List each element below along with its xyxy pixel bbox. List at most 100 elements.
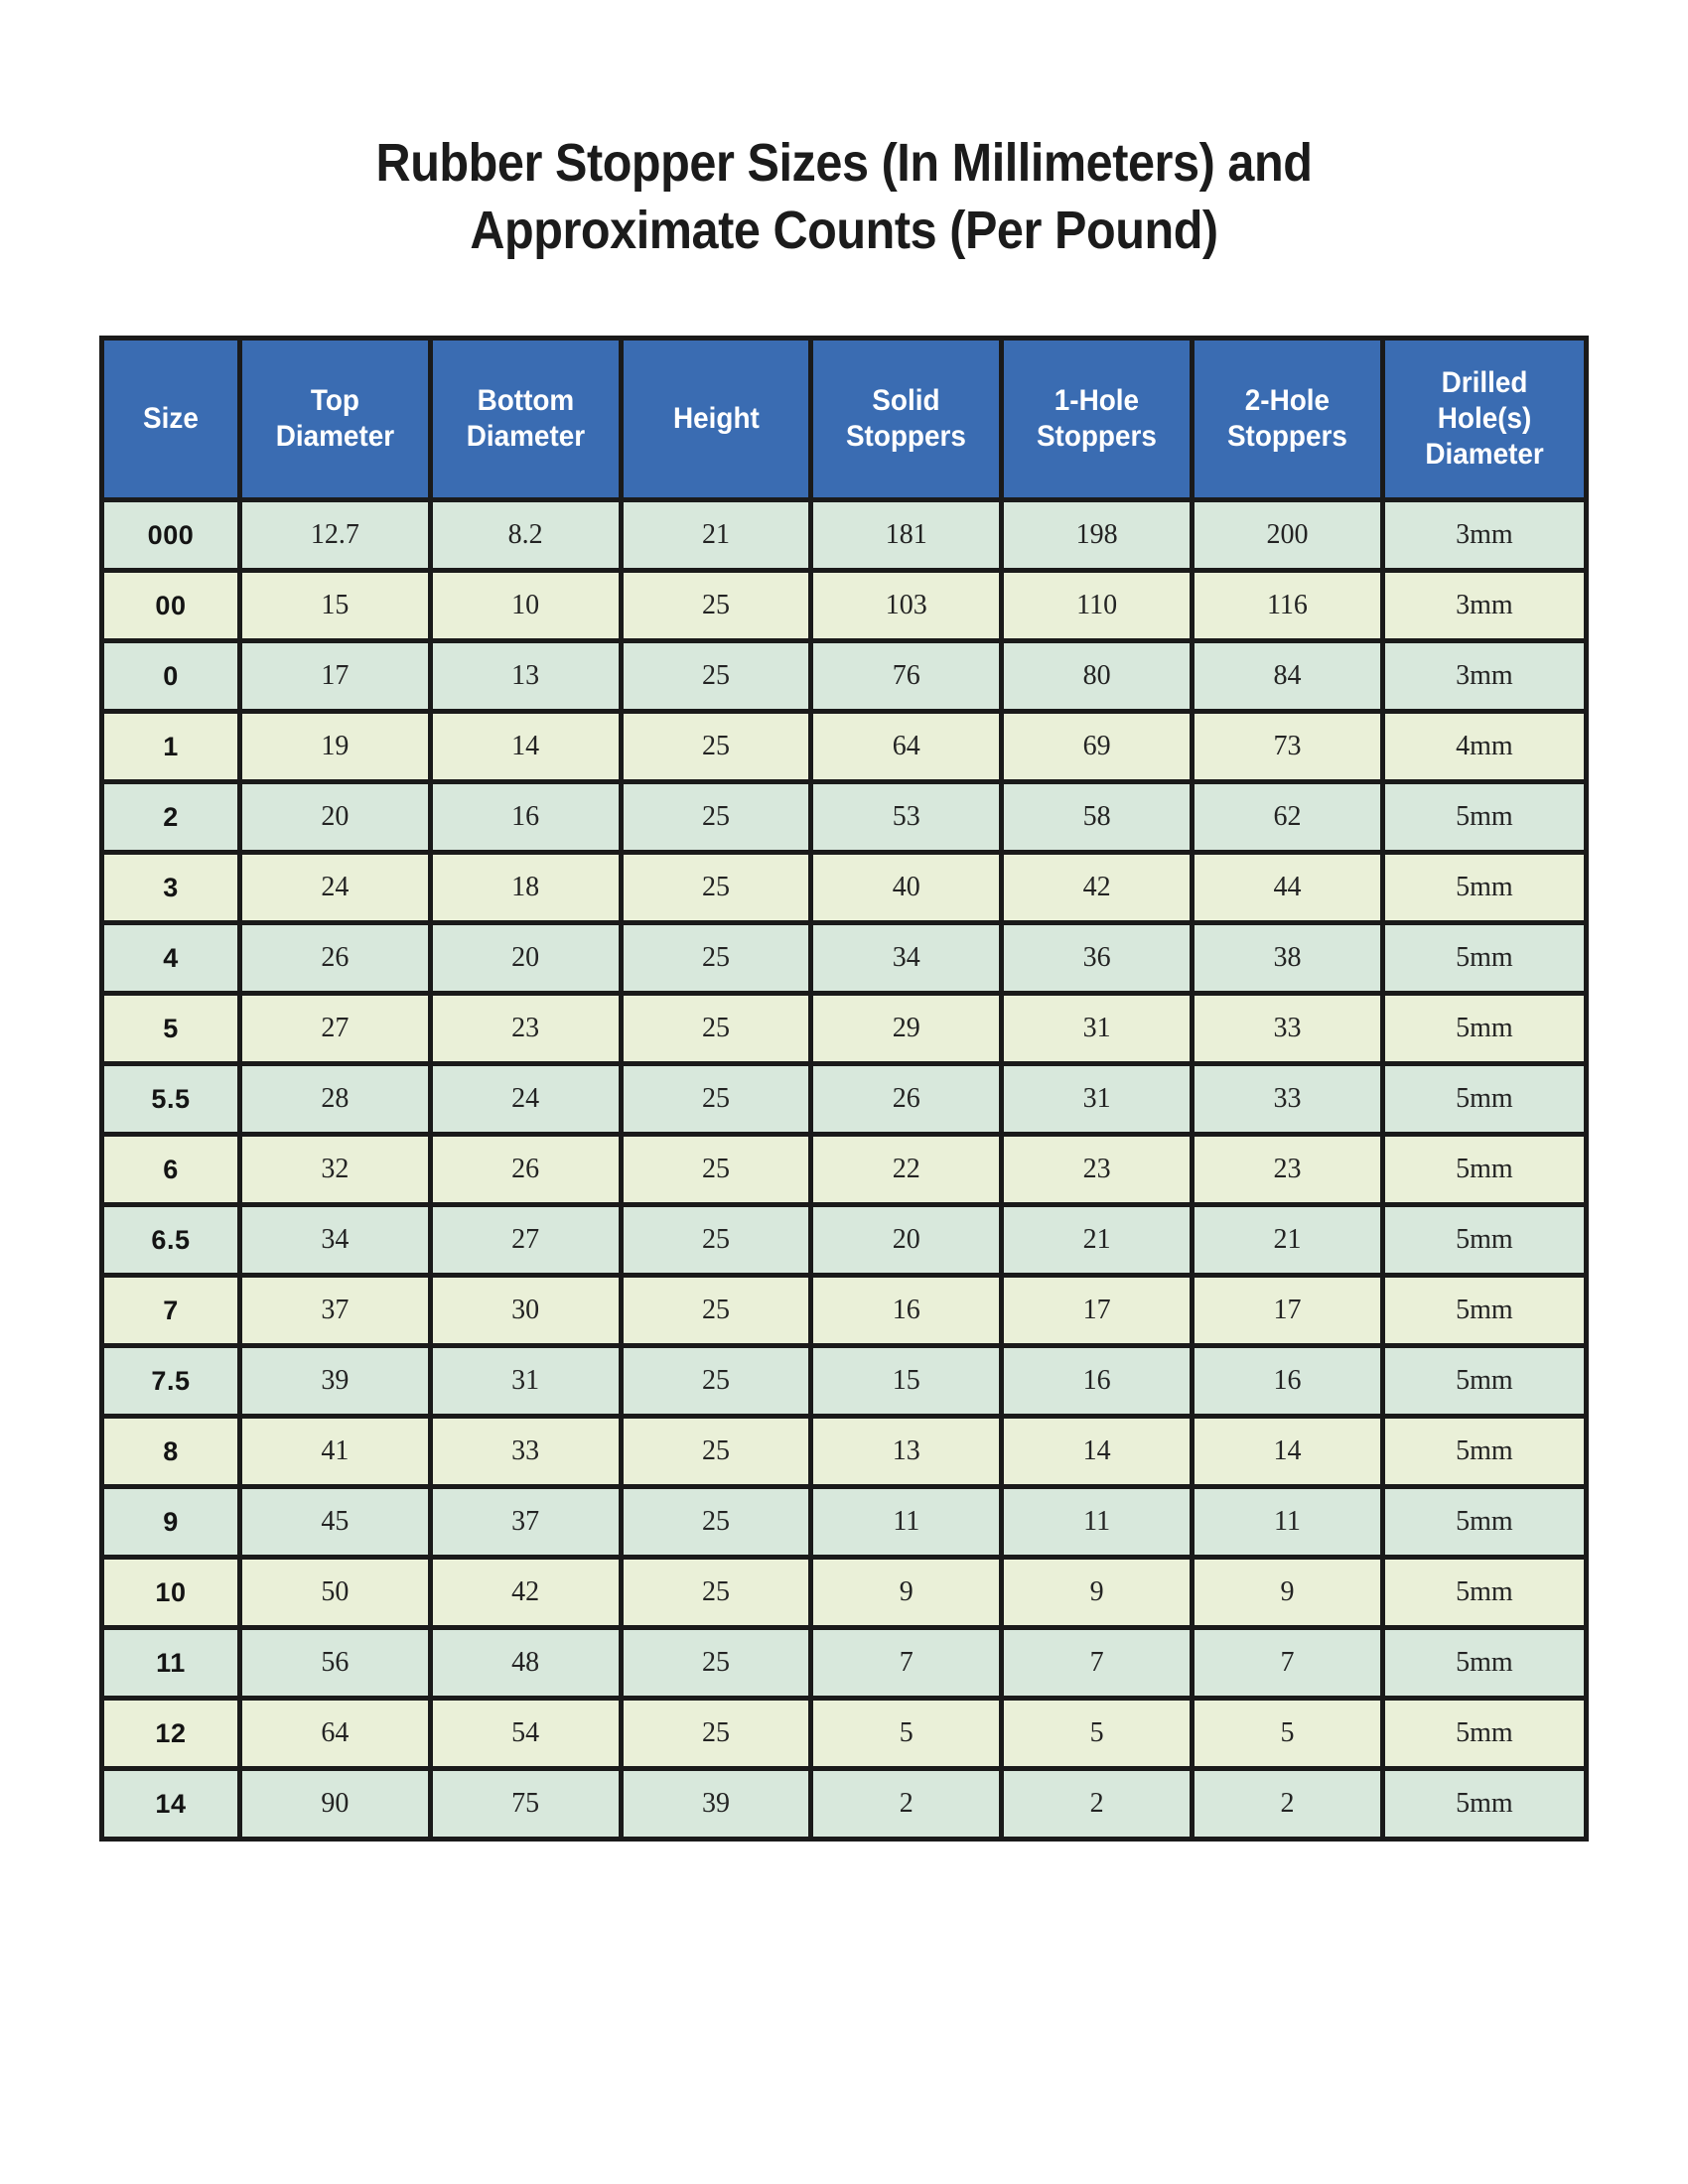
cell-bottom-diameter: 23 xyxy=(427,991,624,1066)
column-header-1-hole-stoppers-line-1: 1-Hole xyxy=(1054,384,1140,417)
cell-2-hole-stoppers: 11 xyxy=(1190,1484,1385,1560)
cell-bottom-diameter: 14 xyxy=(427,709,624,784)
column-header-1-hole-stoppers: 1-Hole Stoppers xyxy=(999,336,1196,502)
table-row: 14 90 75 39 2 2 2 5mm xyxy=(99,1766,1590,1842)
cell-2-hole-stoppers: 21 xyxy=(1190,1202,1385,1278)
cell-1-hole-stoppers: 17 xyxy=(999,1273,1196,1348)
cell-bottom-diameter: 37 xyxy=(427,1484,624,1560)
cell-2-hole-stoppers: 16 xyxy=(1190,1343,1385,1419)
cell-height: 25 xyxy=(618,1414,814,1489)
cell-bottom-diameter: 10 xyxy=(427,568,624,643)
cell-1-hole-stoppers: 9 xyxy=(999,1555,1196,1630)
table-row: 5 27 23 25 29 31 33 5mm xyxy=(99,991,1590,1066)
column-header-top-diameter-line-2: Diameter xyxy=(275,420,395,453)
cell-height: 25 xyxy=(618,1625,814,1701)
cell-1-hole-stoppers: 110 xyxy=(999,568,1196,643)
stopper-size-table-wrapper: Size Top Diameter Bottom Diameter Height xyxy=(99,336,1590,1842)
column-header-2-hole-stoppers: 2-Hole Stoppers xyxy=(1190,336,1385,502)
cell-size: 8 xyxy=(99,1414,242,1489)
cell-bottom-diameter: 75 xyxy=(427,1766,624,1842)
column-header-drilled-hole-diameter-line-3: Diameter xyxy=(1425,438,1544,471)
column-header-1-hole-stoppers-line-2: Stoppers xyxy=(1037,420,1158,453)
cell-2-hole-stoppers: 7 xyxy=(1190,1625,1385,1701)
table-row: 12 64 54 25 5 5 5 5mm xyxy=(99,1696,1590,1771)
cell-2-hole-stoppers: 17 xyxy=(1190,1273,1385,1348)
column-header-top-diameter: Top Diameter xyxy=(236,336,433,502)
cell-1-hole-stoppers: 80 xyxy=(999,638,1196,714)
cell-1-hole-stoppers: 58 xyxy=(999,779,1196,855)
cell-2-hole-stoppers: 84 xyxy=(1190,638,1385,714)
cell-2-hole-stoppers: 33 xyxy=(1190,1061,1385,1137)
cell-top-diameter: 64 xyxy=(236,1696,433,1771)
cell-1-hole-stoppers: 7 xyxy=(999,1625,1196,1701)
cell-height: 39 xyxy=(618,1766,814,1842)
cell-bottom-diameter: 31 xyxy=(427,1343,624,1419)
cell-bottom-diameter: 48 xyxy=(427,1625,624,1701)
cell-bottom-diameter: 26 xyxy=(427,1132,624,1207)
column-header-height-line-1: Height xyxy=(672,402,760,435)
cell-solid-stoppers: 40 xyxy=(808,850,1005,925)
cell-top-diameter: 32 xyxy=(236,1132,433,1207)
table-row: 00 15 10 25 103 110 116 3mm xyxy=(99,568,1590,643)
cell-bottom-diameter: 24 xyxy=(427,1061,624,1137)
cell-height: 25 xyxy=(618,638,814,714)
cell-solid-stoppers: 181 xyxy=(808,497,1005,573)
table-row: 10 50 42 25 9 9 9 5mm xyxy=(99,1555,1590,1630)
cell-top-diameter: 28 xyxy=(236,1061,433,1137)
cell-height: 25 xyxy=(618,709,814,784)
cell-2-hole-stoppers: 200 xyxy=(1190,497,1385,573)
column-header-2-hole-stoppers-line-2: Stoppers xyxy=(1226,420,1347,453)
cell-1-hole-stoppers: 11 xyxy=(999,1484,1196,1560)
cell-bottom-diameter: 27 xyxy=(427,1202,624,1278)
cell-top-diameter: 19 xyxy=(236,709,433,784)
column-header-drilled-hole-diameter-line-2: Hole(s) xyxy=(1437,402,1532,435)
cell-1-hole-stoppers: 23 xyxy=(999,1132,1196,1207)
cell-drilled-hole-diameter: 5mm xyxy=(1379,1343,1590,1419)
column-header-2-hole-stoppers-line-1: 2-Hole xyxy=(1244,384,1331,417)
cell-1-hole-stoppers: 31 xyxy=(999,1061,1196,1137)
cell-1-hole-stoppers: 16 xyxy=(999,1343,1196,1419)
column-header-top-diameter-line-1: Top xyxy=(310,384,359,417)
cell-1-hole-stoppers: 69 xyxy=(999,709,1196,784)
cell-size: 00 xyxy=(99,568,242,643)
cell-top-diameter: 12.7 xyxy=(236,497,433,573)
page-title-line-2: Approximate Counts (Per Pound) xyxy=(470,201,1218,260)
cell-solid-stoppers: 13 xyxy=(808,1414,1005,1489)
cell-2-hole-stoppers: 33 xyxy=(1190,991,1385,1066)
cell-2-hole-stoppers: 62 xyxy=(1190,779,1385,855)
cell-1-hole-stoppers: 36 xyxy=(999,920,1196,996)
cell-top-diameter: 37 xyxy=(236,1273,433,1348)
cell-drilled-hole-diameter: 5mm xyxy=(1379,1273,1590,1348)
cell-solid-stoppers: 26 xyxy=(808,1061,1005,1137)
cell-2-hole-stoppers: 5 xyxy=(1190,1696,1385,1771)
cell-drilled-hole-diameter: 3mm xyxy=(1379,638,1590,714)
cell-drilled-hole-diameter: 3mm xyxy=(1379,568,1590,643)
cell-height: 21 xyxy=(618,497,814,573)
cell-solid-stoppers: 34 xyxy=(808,920,1005,996)
cell-size: 4 xyxy=(99,920,242,996)
cell-top-diameter: 27 xyxy=(236,991,433,1066)
cell-drilled-hole-diameter: 5mm xyxy=(1379,1484,1590,1560)
column-header-size: Size xyxy=(99,336,242,502)
table-row: 3 24 18 25 40 42 44 5mm xyxy=(99,850,1590,925)
cell-height: 25 xyxy=(618,1132,814,1207)
cell-solid-stoppers: 103 xyxy=(808,568,1005,643)
cell-height: 25 xyxy=(618,1555,814,1630)
cell-drilled-hole-diameter: 5mm xyxy=(1379,1766,1590,1842)
cell-solid-stoppers: 7 xyxy=(808,1625,1005,1701)
cell-size: 0 xyxy=(99,638,242,714)
cell-solid-stoppers: 15 xyxy=(808,1343,1005,1419)
table-row: 7 37 30 25 16 17 17 5mm xyxy=(99,1273,1590,1348)
cell-2-hole-stoppers: 23 xyxy=(1190,1132,1385,1207)
cell-bottom-diameter: 54 xyxy=(427,1696,624,1771)
cell-drilled-hole-diameter: 3mm xyxy=(1379,497,1590,573)
table-row: 9 45 37 25 11 11 11 5mm xyxy=(99,1484,1590,1560)
cell-height: 25 xyxy=(618,850,814,925)
cell-solid-stoppers: 53 xyxy=(808,779,1005,855)
cell-1-hole-stoppers: 31 xyxy=(999,991,1196,1066)
cell-drilled-hole-diameter: 4mm xyxy=(1379,709,1590,784)
cell-1-hole-stoppers: 198 xyxy=(999,497,1196,573)
table-row: 0 17 13 25 76 80 84 3mm xyxy=(99,638,1590,714)
cell-bottom-diameter: 13 xyxy=(427,638,624,714)
